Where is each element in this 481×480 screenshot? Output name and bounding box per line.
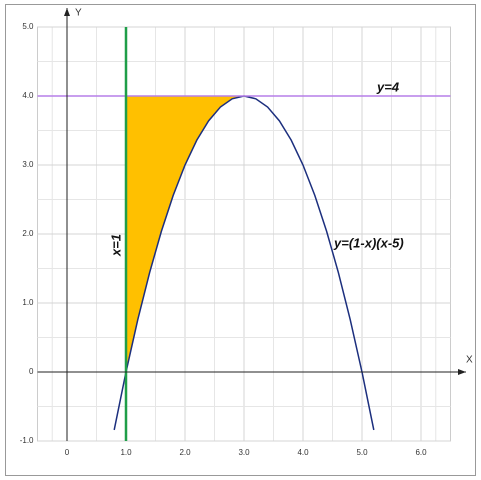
x-tick-label: 4.0	[297, 448, 309, 457]
x-tick-label: 2.0	[179, 448, 191, 457]
x-tick-label: 3.0	[238, 448, 250, 457]
y-tick-label: 3.0	[22, 160, 34, 169]
y-tick-label: 1.0	[22, 298, 34, 307]
x-axis-label: X	[466, 355, 473, 366]
x-axis-arrow	[458, 369, 466, 375]
frame	[5, 4, 476, 476]
x-tick-label: 0	[65, 448, 70, 457]
axes: 0 1.0 2.0 3.0 4.0 5.0 6.0 -1.0 0 1.0 2.0 3.0 4.0 5.0	[20, 8, 466, 457]
fill-layer	[126, 96, 244, 372]
x-tick-label: 5.0	[356, 448, 368, 457]
x-tick-label: 6.0	[415, 448, 427, 457]
shaded-area	[126, 96, 244, 372]
y-tick-label: 4.0	[22, 91, 34, 100]
annotation: y=(1-x)(x-5)	[333, 235, 404, 250]
annotation: x=1	[108, 234, 123, 257]
x-tick-label: 1.0	[120, 448, 132, 457]
annotation: y=4	[376, 79, 400, 94]
y-axis-arrow	[64, 8, 70, 16]
y-axis-label: Y	[75, 8, 82, 19]
y-tick-label: 0	[29, 367, 34, 376]
y-tick-label: 2.0	[22, 229, 34, 238]
y-tick-label: 5.0	[22, 22, 34, 31]
y-tick-label: -1.0	[20, 436, 34, 445]
